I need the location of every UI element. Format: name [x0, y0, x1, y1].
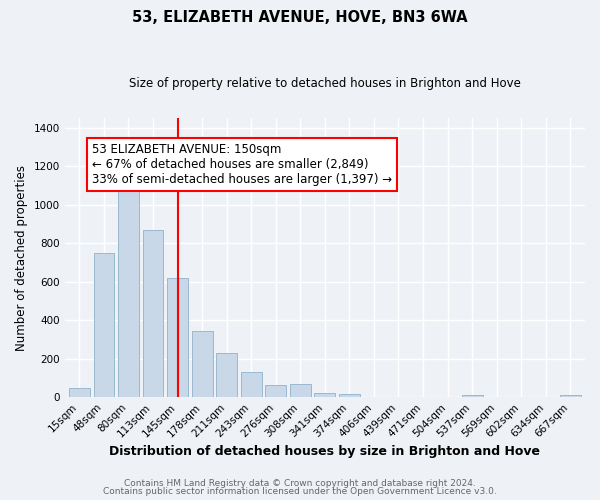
Text: Contains HM Land Registry data © Crown copyright and database right 2024.: Contains HM Land Registry data © Crown c… — [124, 478, 476, 488]
Bar — [191, 331, 212, 397]
Bar — [461, 396, 482, 397]
Bar — [290, 384, 311, 397]
Bar — [167, 278, 188, 397]
Bar — [265, 384, 286, 397]
Title: Size of property relative to detached houses in Brighton and Hove: Size of property relative to detached ho… — [129, 78, 521, 90]
Bar — [94, 253, 115, 397]
Text: 53, ELIZABETH AVENUE, HOVE, BN3 6WA: 53, ELIZABETH AVENUE, HOVE, BN3 6WA — [132, 10, 468, 25]
Y-axis label: Number of detached properties: Number of detached properties — [15, 164, 28, 350]
Bar — [560, 396, 581, 397]
Bar — [241, 372, 262, 397]
Bar — [339, 394, 360, 397]
Bar — [216, 354, 237, 397]
Bar — [314, 393, 335, 397]
Bar — [118, 186, 139, 397]
Text: 53 ELIZABETH AVENUE: 150sqm
← 67% of detached houses are smaller (2,849)
33% of : 53 ELIZABETH AVENUE: 150sqm ← 67% of det… — [92, 143, 392, 186]
Bar — [143, 230, 163, 397]
Text: Contains public sector information licensed under the Open Government Licence v3: Contains public sector information licen… — [103, 487, 497, 496]
Bar — [69, 388, 90, 397]
X-axis label: Distribution of detached houses by size in Brighton and Hove: Distribution of detached houses by size … — [109, 444, 541, 458]
